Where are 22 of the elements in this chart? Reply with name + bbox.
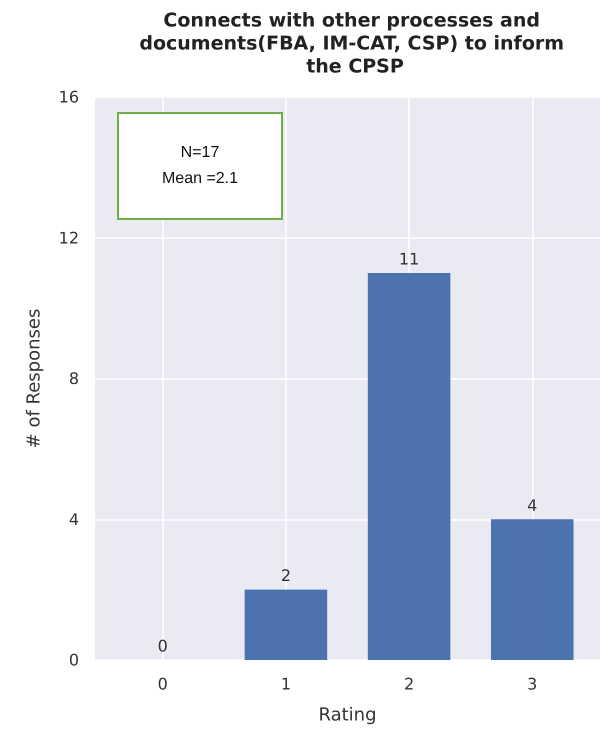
- x-axis-title: Rating: [318, 704, 377, 726]
- data-label: 11: [398, 249, 420, 268]
- y-tick-label: 16: [58, 88, 79, 106]
- annotation: Mean =2.1: [160, 169, 240, 189]
- data-label: 0: [158, 636, 168, 656]
- y-tick-label: 4: [68, 510, 79, 529]
- x-tick-label: 1: [280, 674, 292, 694]
- y-axis-title: # of Responses: [24, 308, 44, 448]
- y-tick-label: 8: [68, 369, 79, 388]
- bar: [490, 519, 574, 660]
- x-tick-label: 0: [158, 674, 168, 694]
- note-box: N=17 Mean =2.1: [117, 112, 283, 220]
- y-tick-label: 0: [68, 650, 79, 670]
- data-label: 4: [527, 496, 538, 515]
- x-tick-label: 3: [527, 674, 538, 694]
- x-tick-label: 2: [404, 674, 414, 694]
- annotation: N=17: [180, 143, 220, 163]
- chart-title: Connects with other processes and documents(FBA, IM-CAT, CSP) to inform the CPSP: [139, 10, 571, 78]
- y-tick-label: 12: [58, 228, 79, 248]
- data-label: 2: [280, 566, 292, 586]
- bar: [244, 590, 328, 660]
- bar: [368, 272, 450, 660]
